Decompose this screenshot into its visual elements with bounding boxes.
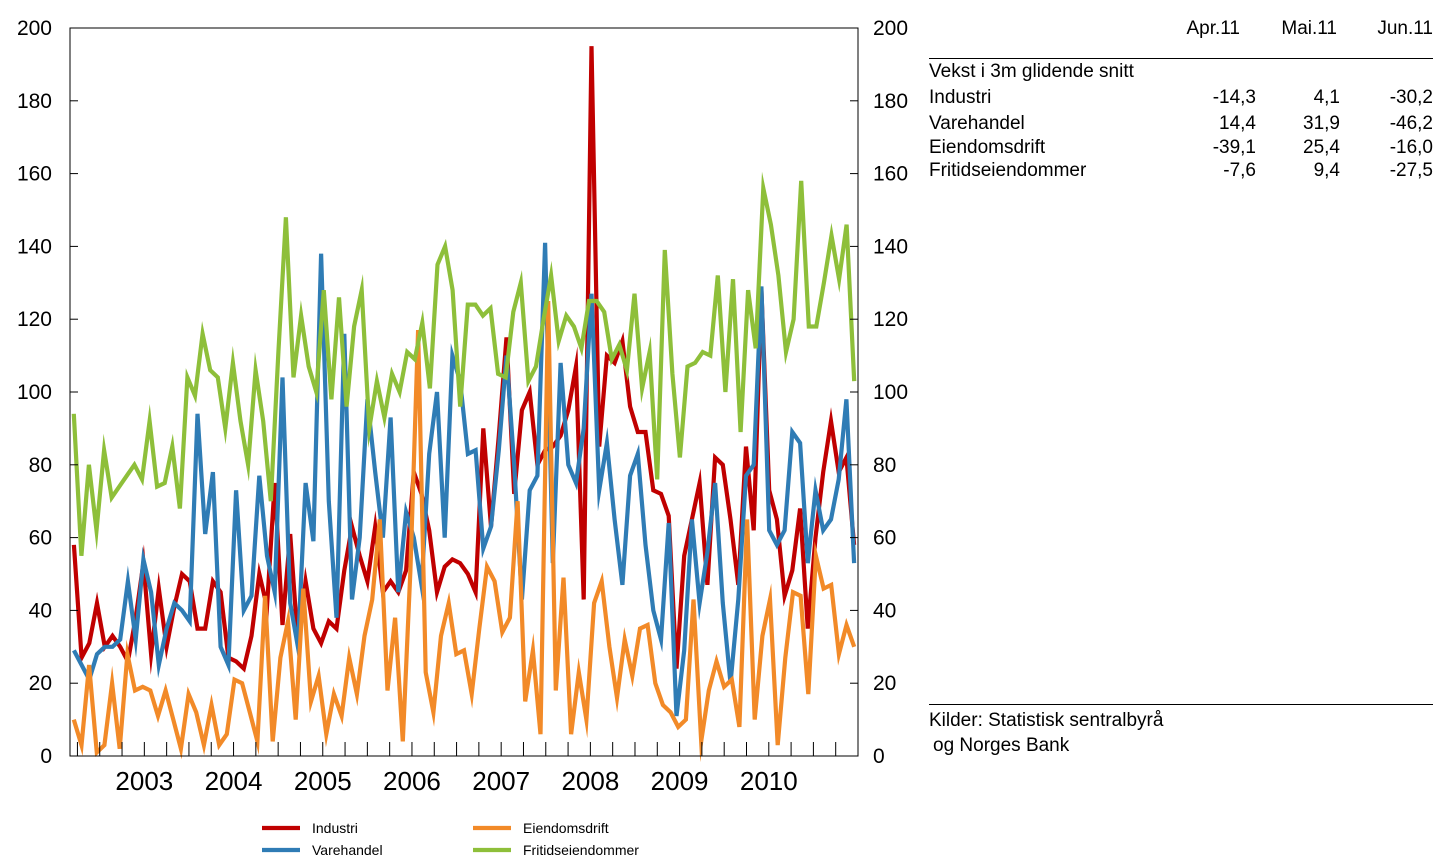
legend: Industri Varehandel Eiendomsdrift Fritidsei… <box>262 820 639 858</box>
table-row-industri-label: Industri <box>929 87 992 108</box>
x-tick-label: 2007 <box>472 766 530 796</box>
y-tick-label-right: 40 <box>873 599 896 622</box>
legend-label-industri: Industri <box>312 820 358 836</box>
x-tick-label: 2003 <box>115 766 173 796</box>
source-text-2: og Norges Bank <box>933 735 1070 756</box>
table-cell: 4,1 <box>1313 87 1340 108</box>
y-tick-label-left: 40 <box>29 599 52 622</box>
y-tick-label-right: 160 <box>873 163 908 186</box>
source-rule <box>929 704 1433 705</box>
table-title: Vekst i 3m glidende snitt <box>929 61 1134 82</box>
x-tick-label: 2006 <box>383 766 441 796</box>
y-tick-label-right: 100 <box>873 381 908 404</box>
y-tick-label-right: 80 <box>873 454 896 477</box>
y-tick-label-left: 60 <box>29 527 52 550</box>
table-cell: 25,4 <box>1303 137 1340 158</box>
table-cell: -46,2 <box>1389 113 1433 134</box>
axes-layer: 0 20 40 60 80 100 120 140 160 180 200 0 20 40 60 80 100 1… <box>17 17 908 796</box>
y-tick-label-left: 80 <box>29 454 52 477</box>
series-layer <box>71 46 857 763</box>
table-cell: 31,9 <box>1303 113 1340 134</box>
table-cell: 14,4 <box>1219 113 1256 134</box>
y-tick-label-left: 200 <box>17 17 52 40</box>
table-row-varehandel-label: Varehandel <box>929 113 1025 134</box>
y-tick-label-right: 60 <box>873 527 896 550</box>
series-line-industri <box>71 46 857 675</box>
x-tick-label: 2004 <box>205 766 263 796</box>
y-tick-label-left: 0 <box>40 745 52 768</box>
table-cell: -39,1 <box>1212 137 1256 158</box>
x-tick-label: 2005 <box>294 766 352 796</box>
x-tick-label: 2009 <box>651 766 709 796</box>
table-header-mai: Mai.11 <box>1281 18 1337 39</box>
table-row-eiendomsdrift-label: Eiendomsdrift <box>929 137 1046 158</box>
table-cell: 9,4 <box>1313 160 1340 181</box>
legend-label-eiendomsdrift: Eiendomsdrift <box>523 820 609 836</box>
legend-label-varehandel: Varehandel <box>312 842 383 858</box>
y-tick-label-left: 160 <box>17 163 52 186</box>
y-tick-label-right: 0 <box>873 745 885 768</box>
series-line-fritidseiendommer <box>71 171 857 556</box>
table-cell: -30,2 <box>1389 87 1433 108</box>
y-tick-label-right: 120 <box>873 308 908 331</box>
y-tick-label-right: 200 <box>873 17 908 40</box>
series-line-eiendomsdrift <box>71 300 857 763</box>
series-line-varehandel <box>72 242 857 717</box>
table-cell: -27,5 <box>1389 160 1433 181</box>
source-text: Kilder: Statistisk sentralbyrå <box>929 710 1164 731</box>
legend-label-fritidseiendommer: Fritidseiendommer <box>523 842 639 858</box>
y-tick-label-left: 180 <box>17 90 52 113</box>
x-tick-label: 2010 <box>740 766 798 796</box>
table-cell: -14,3 <box>1212 87 1256 108</box>
y-tick-label-left: 120 <box>17 308 52 331</box>
table-cell: -7,6 <box>1223 160 1256 181</box>
x-tick-label: 2008 <box>561 766 619 796</box>
table-top-rule <box>929 58 1433 59</box>
y-tick-label-left: 140 <box>17 235 52 258</box>
y-tick-label-right: 180 <box>873 90 908 113</box>
y-tick-label-left: 100 <box>17 381 52 404</box>
table-row-fritidseiendommer-label: Fritidseiendommer <box>929 160 1087 181</box>
y-tick-label-right: 140 <box>873 235 908 258</box>
table-cell: -16,0 <box>1389 137 1433 158</box>
table-header-jun: Jun.11 <box>1377 18 1433 39</box>
y-tick-label-left: 20 <box>29 672 52 695</box>
y-tick-label-right: 20 <box>873 672 896 695</box>
table-header-apr: Apr.11 <box>1186 18 1240 39</box>
